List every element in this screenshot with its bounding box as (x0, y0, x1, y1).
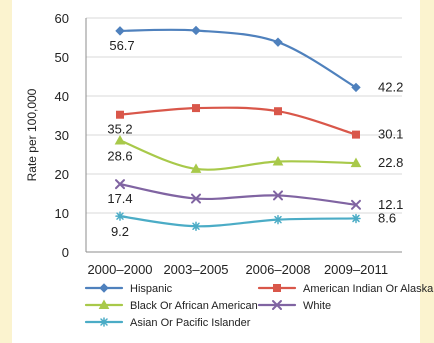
y-tick-label-50: 50 (55, 50, 69, 65)
x-tick-label-0: 2000–2000 (87, 262, 152, 277)
series-line-black-or-african-american (118, 139, 358, 171)
x-tick-label-2: 2006–2008 (245, 262, 310, 277)
series-line-white (118, 183, 358, 206)
data-label-black-or-african-american-3: 22.8 (378, 155, 403, 170)
series-point-asian-or-pacific-islander-1 (191, 221, 201, 232)
series-point-white-1 (191, 193, 201, 204)
y-tick-label-0: 0 (62, 245, 69, 260)
series-point-hispanic-3 (351, 82, 361, 93)
y-tick-label-10: 10 (55, 206, 69, 221)
series-point-asian-or-pacific-islander-2 (273, 214, 283, 225)
series-white (115, 179, 361, 210)
legend-marker-asian-or-pacific-islander (99, 317, 109, 327)
legend-item-white: White (257, 300, 331, 312)
data-label-black-or-african-american-0: 28.6 (107, 148, 132, 163)
data-label-white-0: 17.4 (107, 191, 132, 206)
series-point-american-indian-or-alaskan-native-2 (274, 107, 282, 116)
series-point-american-indian-or-alaskan-native-3 (352, 130, 360, 139)
legend-text-asian-or-pacific-islander: Asian Or Pacific Islander (130, 317, 251, 329)
series-hispanic (115, 25, 361, 93)
legend-item-asian-or-pacific-islander: Asian Or Pacific Islander (84, 317, 251, 329)
data-label-american-indian-or-alaskan-native-0: 35.2 (107, 122, 132, 137)
x-tick-label-3: 2009–2011 (324, 262, 388, 277)
series-point-black-or-african-american-0 (114, 134, 126, 145)
data-label-american-indian-or-alaskan-native-3: 30.1 (378, 127, 403, 142)
y-tick-label-30: 30 (55, 128, 69, 143)
series-point-american-indian-or-alaskan-native-0 (116, 110, 124, 119)
series-point-asian-or-pacific-islander-3 (351, 213, 361, 224)
y-tick-label-60: 60 (55, 11, 69, 26)
series-line-asian-or-pacific-islander (118, 215, 358, 228)
data-label-asian-or-pacific-islander-3: 8.6 (378, 210, 396, 225)
series-point-black-or-african-american-3 (350, 157, 362, 168)
series-line-hispanic (118, 28, 358, 89)
legend-marker-black-or-african-american (98, 299, 110, 309)
series-point-white-3 (351, 199, 361, 210)
series-american-indian-or-alaskan-native (116, 104, 360, 139)
legend-item-american-indian-or-alaskan-native: American Indian Or Alaskan Native (257, 283, 434, 295)
series-point-black-or-african-american-1 (190, 163, 202, 173)
data-label-hispanic-3: 42.2 (378, 79, 403, 94)
legend-marker-white (272, 300, 282, 310)
legend-marker-hispanic (99, 283, 109, 293)
y-axis-title: Rate per 100,000 (25, 88, 39, 181)
y-tick-label-40: 40 (55, 89, 69, 104)
series-line-american-indian-or-alaskan-native (118, 106, 358, 136)
series-point-hispanic-0 (115, 26, 125, 36)
series-black-or-african-american (114, 134, 362, 173)
series-point-hispanic-1 (191, 25, 201, 36)
data-label-white-3: 12.1 (378, 197, 403, 212)
series-point-american-indian-or-alaskan-native-1 (192, 104, 200, 113)
legend-item-black-or-african-american: Black Or African American (84, 299, 258, 312)
y-tick-label-20: 20 (55, 167, 69, 182)
legend-text-white: White (303, 300, 331, 312)
series-point-hispanic-2 (273, 37, 283, 47)
legend-text-american-indian-or-alaskan-native: American Indian Or Alaskan Native (303, 283, 434, 295)
series-point-white-0 (115, 179, 125, 190)
data-label-asian-or-pacific-islander-0: 9.2 (111, 224, 129, 239)
data-label-hispanic-0: 56.7 (109, 38, 134, 53)
series-point-asian-or-pacific-islander-0 (115, 211, 125, 221)
series-point-black-or-african-american-2 (272, 156, 284, 166)
legend-item-hispanic: Hispanic (84, 283, 173, 295)
x-tick-label-1: 2003–2005 (163, 262, 228, 277)
series-point-white-2 (273, 190, 283, 201)
legend-marker-american-indian-or-alaskan-native (273, 284, 281, 292)
legend-text-black-or-african-american: Black Or African American (130, 300, 258, 312)
legend-text-hispanic: Hispanic (130, 283, 173, 295)
series-asian-or-pacific-islander (115, 211, 361, 232)
